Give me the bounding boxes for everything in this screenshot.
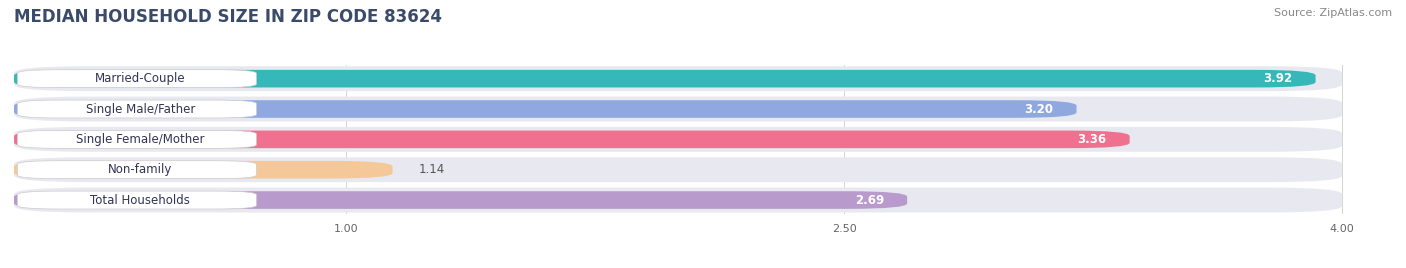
Text: Non-family: Non-family <box>108 163 173 176</box>
FancyBboxPatch shape <box>14 131 1129 148</box>
Text: Total Households: Total Households <box>90 193 190 207</box>
Text: 3.36: 3.36 <box>1077 133 1107 146</box>
FancyBboxPatch shape <box>14 96 1343 121</box>
Text: Single Female/Mother: Single Female/Mother <box>76 133 204 146</box>
FancyBboxPatch shape <box>14 191 907 209</box>
FancyBboxPatch shape <box>17 70 256 88</box>
FancyBboxPatch shape <box>14 70 1316 87</box>
FancyBboxPatch shape <box>14 127 1343 152</box>
FancyBboxPatch shape <box>14 66 1343 91</box>
Text: Married-Couple: Married-Couple <box>96 72 186 85</box>
FancyBboxPatch shape <box>14 100 1077 118</box>
Text: Single Male/Father: Single Male/Father <box>86 103 195 116</box>
FancyBboxPatch shape <box>17 131 256 148</box>
Text: 3.92: 3.92 <box>1263 72 1292 85</box>
FancyBboxPatch shape <box>14 157 1343 182</box>
FancyBboxPatch shape <box>17 100 256 118</box>
FancyBboxPatch shape <box>14 161 392 178</box>
Text: 2.69: 2.69 <box>855 193 884 207</box>
Text: MEDIAN HOUSEHOLD SIZE IN ZIP CODE 83624: MEDIAN HOUSEHOLD SIZE IN ZIP CODE 83624 <box>14 8 441 26</box>
Text: 3.20: 3.20 <box>1025 103 1053 116</box>
Text: Source: ZipAtlas.com: Source: ZipAtlas.com <box>1274 8 1392 18</box>
FancyBboxPatch shape <box>17 161 256 179</box>
FancyBboxPatch shape <box>17 191 256 209</box>
FancyBboxPatch shape <box>14 188 1343 213</box>
Text: 1.14: 1.14 <box>419 163 446 176</box>
